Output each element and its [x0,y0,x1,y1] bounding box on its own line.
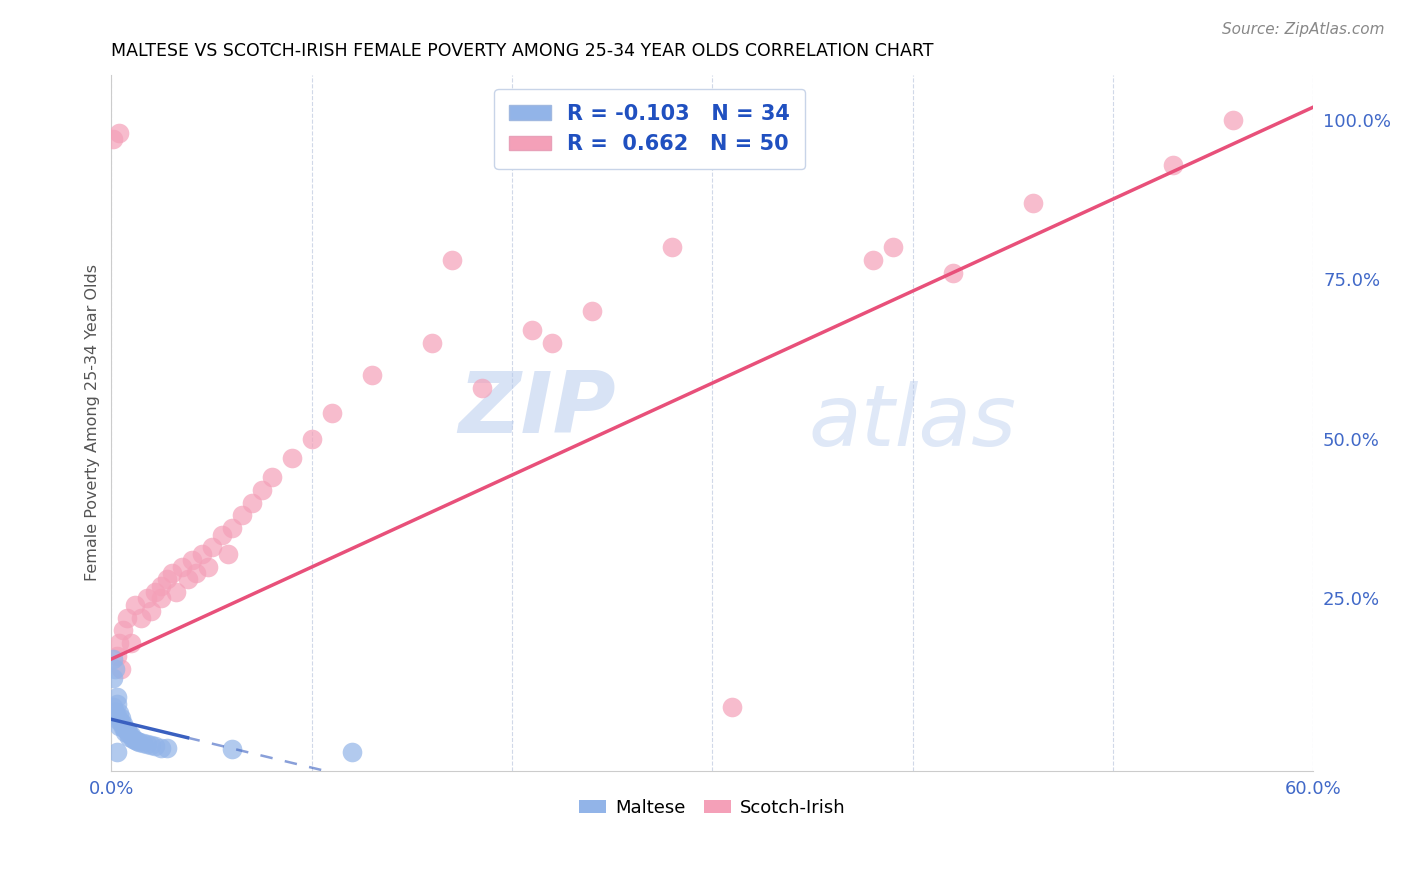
Point [145,739,167,754]
Point [103,132,125,146]
Point [280,450,302,465]
Point [132,736,155,750]
Point [440,253,463,268]
Point [221,521,243,535]
Point [160,566,183,580]
Legend: Maltese, Scotch-Irish: Maltese, Scotch-Irish [572,792,852,824]
Point [108,706,131,721]
Point [141,604,163,618]
Point [250,483,273,497]
Point [131,610,153,624]
Point [942,266,965,280]
Point [165,585,187,599]
Point [581,304,603,318]
Point [122,731,145,746]
Point [110,662,132,676]
Point [136,737,159,751]
Text: Source: ZipAtlas.com: Source: ZipAtlas.com [1222,22,1385,37]
Point [141,738,163,752]
Point [211,527,233,541]
Point [124,598,146,612]
Point [170,559,193,574]
Y-axis label: Female Poverty Among 25-34 Year Olds: Female Poverty Among 25-34 Year Olds [86,264,100,582]
Point [156,572,179,586]
Point [217,547,239,561]
Point [721,699,744,714]
Point [103,699,125,714]
Point [136,591,159,606]
Point [231,508,253,523]
Point [104,705,127,719]
Point [117,723,139,738]
Point [108,719,131,733]
Point [120,728,142,742]
Point [221,742,243,756]
Point [420,336,443,351]
Point [112,624,135,638]
Point [260,470,283,484]
Point [108,636,131,650]
Point [360,368,382,383]
Point [1161,157,1184,171]
Point [114,723,136,737]
Point [110,715,132,730]
Point [108,714,131,728]
Point [156,741,179,756]
Point [107,697,129,711]
Point [103,652,125,666]
Point [103,671,125,685]
Point [107,709,129,723]
Point [150,591,173,606]
Point [114,725,136,739]
Point [661,240,683,254]
Point [120,636,142,650]
Point [321,406,343,420]
Point [471,381,494,395]
Point [128,735,150,749]
Point [127,733,149,747]
Point [340,745,363,759]
Point [1222,112,1244,127]
Text: ZIP: ZIP [458,368,616,450]
Point [176,572,198,586]
Text: atlas: atlas [808,382,1017,465]
Point [180,553,202,567]
Point [112,720,135,734]
Point [110,711,132,725]
Point [108,126,131,140]
Point [104,662,127,676]
Point [107,690,129,705]
Point [862,253,884,268]
Point [520,323,543,337]
Point [184,566,207,580]
Point [240,496,263,510]
Point [882,240,904,254]
Point [200,541,222,555]
Point [150,579,173,593]
Point [190,547,212,561]
Point [1022,195,1045,210]
Point [197,559,219,574]
Point [541,336,564,351]
Point [118,727,141,741]
Point [301,432,323,446]
Point [150,740,173,755]
Point [118,730,141,744]
Point [145,585,167,599]
Point [107,648,129,663]
Point [117,610,139,624]
Text: MALTESE VS SCOTCH-IRISH FEMALE POVERTY AMONG 25-34 YEAR OLDS CORRELATION CHART: MALTESE VS SCOTCH-IRISH FEMALE POVERTY A… [111,42,934,60]
Point [112,717,135,731]
Point [107,745,129,759]
Point [124,733,146,747]
